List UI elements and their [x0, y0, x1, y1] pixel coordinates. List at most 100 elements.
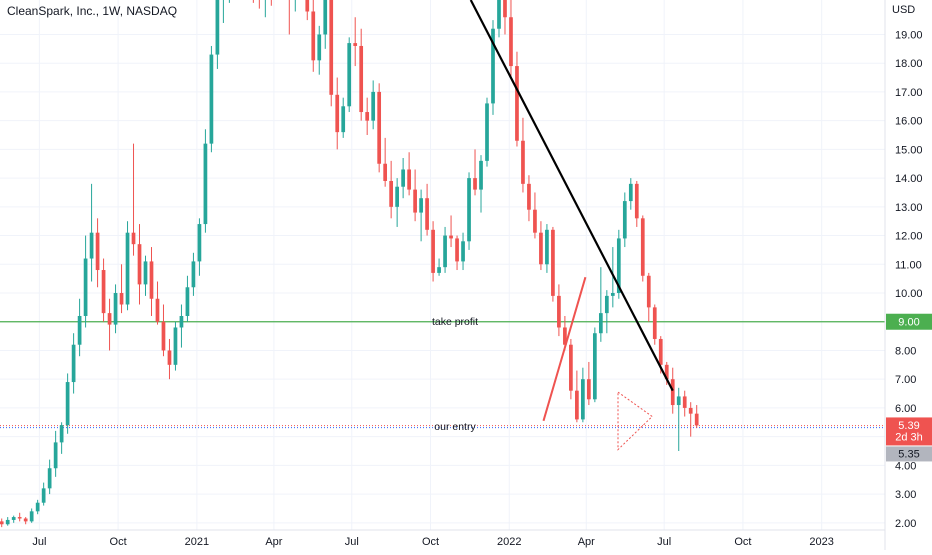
- candle[interactable]: [491, 28, 495, 104]
- candle[interactable]: [407, 169, 411, 190]
- candle[interactable]: [610, 293, 615, 296]
- candle[interactable]: [694, 413, 699, 426]
- candle[interactable]: [676, 396, 681, 406]
- triangle-pattern[interactable]: [617, 391, 653, 451]
- candle[interactable]: [17, 517, 22, 519]
- candle[interactable]: [467, 178, 471, 242]
- candle[interactable]: [622, 201, 627, 239]
- candle[interactable]: [479, 160, 483, 190]
- candle[interactable]: [395, 186, 399, 207]
- candle[interactable]: [377, 91, 382, 164]
- candle[interactable]: [413, 189, 417, 213]
- candle[interactable]: [5, 519, 10, 525]
- candle[interactable]: [41, 488, 46, 503]
- candle[interactable]: [323, 0, 328, 35]
- candle[interactable]: [137, 244, 142, 285]
- candle[interactable]: [425, 198, 429, 230]
- candle[interactable]: [131, 232, 136, 245]
- candle[interactable]: [107, 313, 112, 325]
- candle[interactable]: [371, 91, 376, 121]
- candle[interactable]: [503, 0, 507, 18]
- candle[interactable]: [113, 293, 118, 325]
- downtrend-line[interactable]: [469, 0, 674, 392]
- candle[interactable]: [101, 270, 106, 314]
- candle[interactable]: [365, 112, 370, 121]
- candle[interactable]: [47, 468, 52, 489]
- support-trendline[interactable]: [542, 276, 587, 422]
- candle[interactable]: [575, 390, 579, 420]
- candle[interactable]: [688, 407, 693, 414]
- candle[interactable]: [401, 169, 405, 187]
- candle[interactable]: [443, 235, 447, 268]
- candle[interactable]: [59, 425, 64, 443]
- candle[interactable]: [335, 94, 340, 133]
- candle[interactable]: [167, 350, 172, 365]
- candle[interactable]: [23, 518, 28, 522]
- candle[interactable]: [485, 103, 489, 161]
- candle[interactable]: [473, 178, 477, 190]
- candle[interactable]: [209, 54, 214, 144]
- candle[interactable]: [11, 517, 16, 520]
- candle[interactable]: [53, 442, 58, 469]
- candle[interactable]: [71, 344, 76, 383]
- candle[interactable]: [628, 183, 633, 202]
- candle[interactable]: [455, 238, 459, 262]
- candle[interactable]: [497, 0, 501, 29]
- candle[interactable]: [185, 287, 190, 316]
- candle[interactable]: [29, 511, 34, 522]
- candle[interactable]: [305, 0, 310, 12]
- candle[interactable]: [83, 258, 88, 316]
- candle[interactable]: [125, 232, 130, 305]
- candle[interactable]: [215, 0, 220, 55]
- candle[interactable]: [539, 232, 543, 265]
- candle[interactable]: [587, 379, 591, 400]
- candle[interactable]: [191, 261, 196, 288]
- candle[interactable]: [551, 229, 555, 296]
- candle[interactable]: [449, 235, 453, 239]
- candle[interactable]: [65, 382, 70, 426]
- candle[interactable]: [646, 275, 651, 308]
- candle[interactable]: [149, 261, 154, 299]
- candle[interactable]: [652, 307, 657, 339]
- candle[interactable]: [431, 229, 435, 273]
- candle[interactable]: [563, 327, 567, 345]
- candle[interactable]: [311, 11, 316, 61]
- candle[interactable]: [389, 180, 394, 207]
- candle[interactable]: [604, 295, 609, 314]
- candle[interactable]: [353, 43, 358, 46]
- candle[interactable]: [640, 218, 645, 276]
- candle[interactable]: [155, 298, 160, 322]
- candle[interactable]: [143, 261, 148, 285]
- candle[interactable]: [35, 502, 40, 512]
- candle[interactable]: [437, 267, 441, 273]
- candle[interactable]: [581, 379, 585, 420]
- candle[interactable]: [197, 224, 202, 262]
- candle[interactable]: [545, 229, 549, 265]
- candle[interactable]: [179, 315, 184, 328]
- candle[interactable]: [329, 0, 334, 95]
- candle[interactable]: [616, 238, 621, 294]
- candle[interactable]: [592, 333, 597, 400]
- candle[interactable]: [509, 17, 513, 67]
- candle[interactable]: [347, 43, 352, 107]
- candle[interactable]: [77, 315, 82, 345]
- candle[interactable]: [419, 198, 423, 213]
- candle[interactable]: [89, 232, 94, 259]
- candle[interactable]: [634, 183, 639, 219]
- candle[interactable]: [461, 241, 465, 262]
- candle[interactable]: [119, 293, 124, 305]
- candle[interactable]: [359, 45, 364, 113]
- candle[interactable]: [682, 396, 687, 408]
- candle[interactable]: [521, 140, 525, 184]
- candle[interactable]: [569, 344, 573, 391]
- candle[interactable]: [317, 34, 322, 61]
- candle[interactable]: [95, 232, 100, 271]
- candle[interactable]: [557, 295, 561, 328]
- candle[interactable]: [670, 379, 675, 406]
- candle[interactable]: [161, 321, 166, 351]
- candle[interactable]: [658, 338, 663, 365]
- candle[interactable]: [533, 209, 537, 233]
- candle[interactable]: [664, 364, 669, 380]
